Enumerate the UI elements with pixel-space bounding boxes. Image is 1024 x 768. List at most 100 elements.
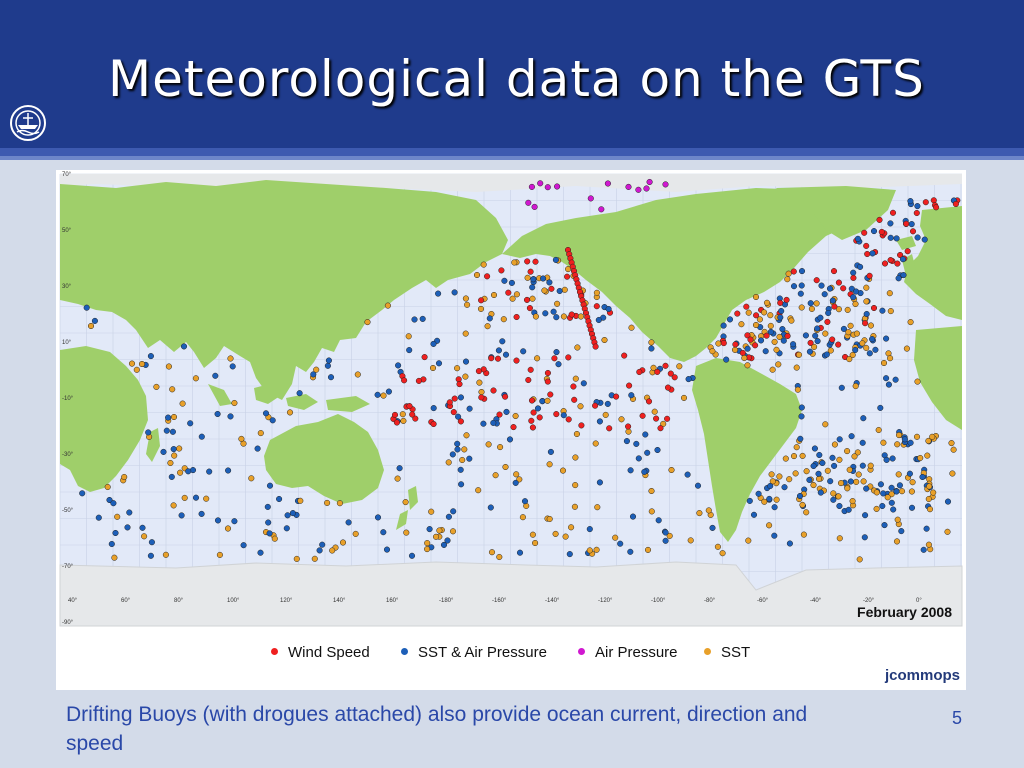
sst-air-pressure-buoy <box>462 358 470 365</box>
sst-buoy <box>863 298 870 305</box>
sst-air-pressure-buoy <box>534 405 542 412</box>
australia-land <box>264 414 384 504</box>
sst-buoy <box>948 440 955 447</box>
air-pressure-buoy <box>537 180 544 187</box>
sst-air-pressure-buoy <box>648 345 655 352</box>
sst-buoy <box>572 375 579 382</box>
sst-buoy <box>785 270 792 277</box>
sst-air-pressure-buoy <box>850 294 857 301</box>
buoy-map-figure: 70° 50° 30° 10° -10° -30° -50° -70° -90° 40° 60° 80… <box>56 170 966 690</box>
sst-air-pressure-buoy <box>762 348 769 355</box>
sst-air-pressure-buoy <box>327 374 335 381</box>
sst-air-pressure-buoy <box>899 256 907 263</box>
sst-buoy <box>121 473 128 481</box>
sst-buoy <box>782 455 789 462</box>
sst-buoy <box>464 301 471 308</box>
sst-air-pressure-buoy <box>893 235 900 242</box>
sst-buoy <box>231 399 238 407</box>
sst-air-pressure-buoy <box>148 539 155 546</box>
sst-buoy <box>648 508 655 515</box>
sst-buoy <box>810 482 817 489</box>
west-africa-land <box>914 326 962 430</box>
wind-speed-buoy <box>763 332 770 339</box>
sst-air-pressure-buoy <box>264 503 271 510</box>
sst-air-pressure-buoy <box>266 482 274 489</box>
sst-buoy <box>478 388 485 396</box>
sst-buoy <box>462 330 469 337</box>
sst-air-pressure-buoy <box>944 498 952 505</box>
wind-speed-buoy <box>897 251 904 259</box>
wind-speed-buoy <box>824 318 831 325</box>
sst-buoy <box>484 323 491 330</box>
sst-air-pressure-buoy <box>508 279 515 286</box>
sst-buoy <box>769 366 776 373</box>
latitude-label: 50° <box>62 228 72 234</box>
wind-speed-buoy <box>835 341 842 348</box>
sst-buoy <box>141 533 148 540</box>
sst-air-pressure-buoy <box>802 332 809 339</box>
sst-buoy <box>476 379 483 386</box>
wind-speed-buoy <box>743 303 750 310</box>
sst-air-pressure-buoy <box>455 413 462 420</box>
sst-buoy <box>784 276 791 283</box>
sst-air-pressure-buoy <box>556 287 563 295</box>
world-buoy-map: 70° 50° 30° 10° -10° -30° -50° -70° -90° 40° 60° 80… <box>56 170 966 630</box>
sst-buoy <box>856 556 863 563</box>
wind-speed-buoy <box>829 336 836 343</box>
sst-air-pressure-buoy <box>635 455 642 462</box>
sst-air-pressure-buoy <box>466 405 473 412</box>
sst-buoy <box>835 493 842 500</box>
sst-buoy <box>552 530 559 537</box>
sst-air-pressure-buoy <box>852 346 859 354</box>
sst-air-pressure-buoy <box>655 517 662 524</box>
sst-air-pressure-buoy <box>147 552 154 559</box>
sst-air-pressure-buoy <box>662 529 669 536</box>
wind-speed-buoy <box>850 274 857 281</box>
sst-buoy <box>224 525 232 532</box>
sst-buoy <box>573 430 580 438</box>
sst-air-pressure-buoy <box>521 498 529 505</box>
sst-buoy <box>852 383 859 390</box>
sst-buoy <box>497 444 504 451</box>
sst-air-pressure-buoy <box>885 381 892 388</box>
wind-speed-buoy <box>904 248 911 255</box>
sst-air-pressure-buoy <box>430 405 437 412</box>
sst-air-pressure-buoy <box>720 322 727 329</box>
sst-air-pressure-buoy <box>206 468 213 475</box>
sst-air-pressure-buoy <box>815 470 822 477</box>
sst-air-pressure-buoy <box>596 479 603 486</box>
sst-buoy <box>803 468 810 475</box>
sst-air-pressure-buoy <box>265 519 272 526</box>
sst-buoy <box>773 346 780 353</box>
sst-air-pressure-buoy <box>827 478 834 485</box>
sst-buoy <box>429 364 437 372</box>
sst-air-pressure-buoy <box>921 236 928 243</box>
sst-air-pressure-buoy <box>898 528 905 535</box>
sst-buoy <box>854 449 861 456</box>
sst-buoy <box>502 463 509 471</box>
sst-air-pressure-buoy <box>726 316 734 323</box>
wind-speed-buoy <box>457 418 464 425</box>
sst-buoy <box>929 433 936 440</box>
sst-buoy <box>887 308 894 315</box>
sst-air-pressure-buoy <box>454 446 461 453</box>
sst-air-pressure-buoy <box>888 484 895 491</box>
wind-speed-buoy <box>505 289 512 296</box>
longitude-label: 40° <box>68 598 78 604</box>
air-pressure-buoy <box>587 195 594 202</box>
sst-air-pressure-buoy <box>919 473 926 481</box>
wind-speed-buoy <box>430 420 437 428</box>
sst-air-pressure-buoy <box>807 300 814 307</box>
sst-buoy <box>714 543 721 550</box>
sst-air-pressure-buoy <box>283 525 290 532</box>
sst-air-pressure-buoy <box>812 332 819 339</box>
sst-buoy <box>768 471 775 478</box>
wind-speed-buoy <box>490 387 497 394</box>
sst-air-pressure-buoy <box>771 532 778 539</box>
south-america-land <box>692 358 802 542</box>
sst-air-pressure-buoy <box>163 427 170 434</box>
wind-speed-buoy <box>484 273 491 280</box>
sst-air-pressure-buoy <box>539 398 546 405</box>
sst-air-pressure-buoy <box>767 328 774 335</box>
sst-buoy <box>384 302 391 309</box>
